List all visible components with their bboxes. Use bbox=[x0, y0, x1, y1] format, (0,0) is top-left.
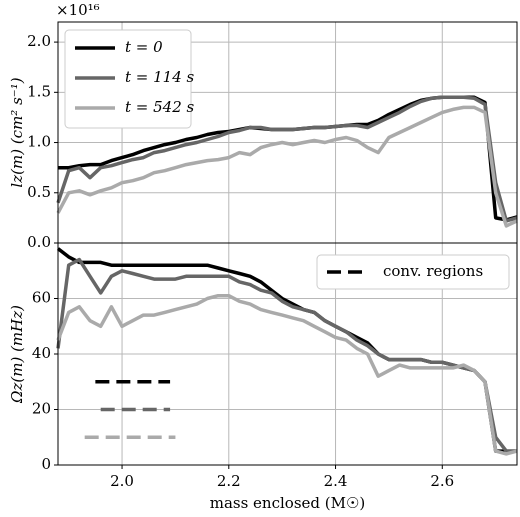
x-tick-label: 2.6 bbox=[430, 472, 454, 490]
legend-box bbox=[64, 29, 192, 129]
y-tick-label: 0 bbox=[41, 455, 51, 473]
x-tick-label: 2.4 bbox=[324, 472, 348, 490]
series-line bbox=[56, 257, 517, 453]
y-tick-label: 0.5 bbox=[27, 183, 51, 201]
y-tick-label: 2.0 bbox=[27, 32, 51, 50]
legend-label: t = 114 s bbox=[125, 68, 195, 86]
series-line bbox=[56, 293, 518, 456]
y-tick-label: 40 bbox=[32, 344, 51, 362]
axis-multiplier: ×10¹⁶ bbox=[56, 1, 100, 19]
y-axis-label: lz(m) (cm² s⁻¹) bbox=[8, 77, 26, 187]
plot-frame bbox=[57, 242, 518, 466]
y-tick-label: 1.0 bbox=[27, 133, 51, 151]
x-tick-label: 2.0 bbox=[110, 472, 134, 490]
y-tick-label: 20 bbox=[32, 400, 51, 418]
y-tick-label: 60 bbox=[32, 289, 51, 307]
legend-label: t = 542 s bbox=[125, 98, 195, 116]
legend-box bbox=[316, 254, 510, 290]
y-tick-label: 0.0 bbox=[27, 233, 51, 251]
y-tick-label: 1.5 bbox=[27, 82, 51, 100]
legend-label: conv. regions bbox=[383, 262, 483, 280]
x-axis-label: mass enclosed (M☉) bbox=[210, 494, 366, 512]
legend-label: t = 0 bbox=[125, 38, 163, 56]
y-axis-label: Ωz(m) (mHz) bbox=[8, 305, 26, 404]
series-line bbox=[56, 95, 518, 223]
x-tick-label: 2.2 bbox=[217, 472, 241, 490]
series-line bbox=[56, 105, 518, 228]
